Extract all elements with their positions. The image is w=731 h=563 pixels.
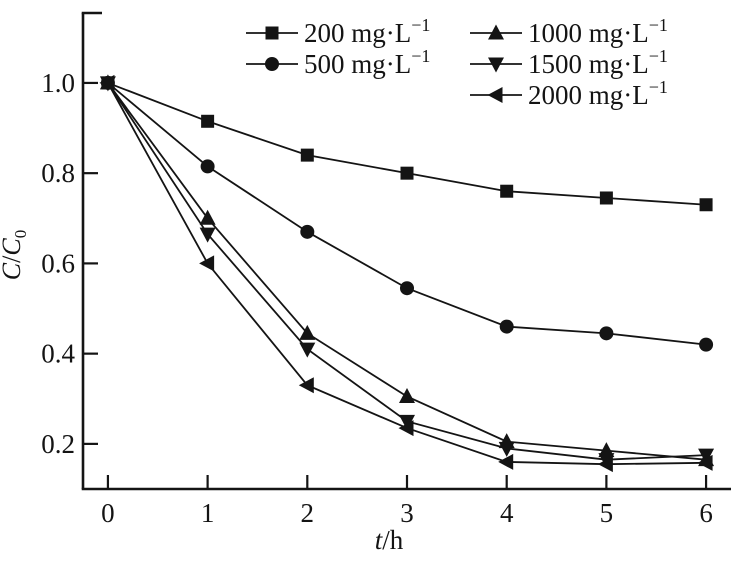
marker-triangle-left	[398, 420, 414, 437]
legend-label: 1500 mg·L−1	[528, 46, 668, 79]
y-tick-label: 1.0	[41, 68, 75, 98]
marker-triangle-left	[697, 454, 713, 471]
legend-item-500: 500 mg·L−1	[246, 46, 430, 79]
marker-circle	[265, 57, 279, 71]
series-1500-mg-l	[99, 76, 715, 469]
marker-circle	[599, 326, 614, 341]
y-tick-label: 0.2	[41, 429, 75, 459]
marker-square	[265, 26, 279, 40]
x-tick-label: 4	[500, 498, 514, 528]
marker-triangle-left	[199, 255, 215, 272]
marker-circle	[200, 159, 215, 174]
marker-triangle-down	[199, 227, 216, 243]
marker-circle	[400, 281, 414, 296]
legend-item-2000: 2000 mg·L−1	[470, 77, 668, 110]
marker-square	[599, 191, 613, 205]
y-tick-label: 0.4	[41, 339, 75, 369]
marker-triangle-left	[298, 377, 314, 394]
marker-square	[699, 198, 713, 212]
series-500-mg-l	[100, 75, 714, 352]
marker-triangle-down	[299, 342, 316, 358]
x-tick-label: 0	[101, 498, 115, 528]
x-tick-label: 2	[301, 498, 315, 528]
series-line	[107, 82, 707, 461]
legend-item-1000: 1000 mg·L−1	[470, 15, 668, 48]
marker-circle	[300, 224, 315, 239]
marker-square	[201, 114, 215, 128]
marker-triangle-down	[399, 414, 415, 430]
marker-triangle-up	[299, 324, 316, 340]
legend-label: 2000 mg·L−1	[528, 77, 668, 110]
marker-triangle-left	[597, 456, 613, 473]
legend-item-200: 200 mg·L−1	[246, 15, 430, 48]
legend-label: 1000 mg·L−1	[528, 15, 668, 48]
marker-triangle-up	[488, 24, 504, 40]
marker-triangle-down	[698, 448, 715, 464]
series-1000-mg-l	[99, 74, 715, 467]
x-tick-label: 5	[600, 498, 614, 528]
x-tick-label: 1	[201, 498, 215, 528]
series-line	[107, 82, 707, 461]
series-2000-mg-l	[99, 74, 713, 473]
legend-item-1500: 1500 mg·L−1	[470, 46, 668, 79]
marker-circle	[699, 337, 714, 352]
marker-circle	[499, 319, 514, 334]
marker-triangle-left	[99, 74, 115, 91]
marker-triangle-up	[199, 209, 216, 225]
series-line	[107, 82, 707, 466]
x-tick-label: 3	[400, 498, 414, 528]
marker-triangle-left	[487, 87, 503, 103]
y-tick-label: 0.6	[41, 248, 75, 278]
marker-square	[300, 148, 314, 162]
x-axis-label: t/h	[375, 525, 404, 555]
series-line	[107, 82, 707, 346]
marker-square	[500, 184, 514, 198]
marker-square	[400, 166, 414, 180]
marker-triangle-down	[488, 57, 504, 73]
x-tick-label: 6	[699, 498, 713, 528]
y-tick-label: 0.8	[41, 158, 75, 188]
marker-triangle-left	[498, 453, 514, 470]
legend-label: 200 mg·L−1	[304, 15, 430, 48]
marker-triangle-up	[399, 388, 415, 404]
y-axis-label: C/C0	[0, 230, 30, 280]
legend-label: 500 mg·L−1	[304, 46, 430, 79]
marker-triangle-down	[498, 441, 515, 457]
